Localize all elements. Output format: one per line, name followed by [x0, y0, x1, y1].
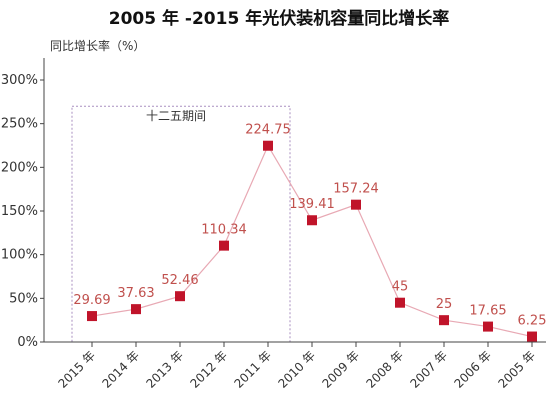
data-label: 25	[436, 297, 453, 312]
data-point	[131, 304, 141, 315]
y-tick-label: 300%	[1, 73, 38, 88]
x-tick-label: 2014 年	[99, 348, 142, 391]
x-tick-label: 2011 年	[231, 348, 274, 391]
y-tick-label: 250%	[1, 117, 38, 132]
data-point	[219, 240, 229, 251]
annotation-box	[71, 105, 291, 343]
data-point	[395, 297, 405, 308]
data-point	[483, 321, 493, 332]
series-line	[91, 144, 533, 338]
x-tick-label: 2013 年	[143, 348, 186, 391]
y-tick-label: 150%	[1, 204, 38, 219]
data-point	[87, 311, 97, 322]
data-label: 6.25	[518, 314, 547, 329]
y-axis-title: 同比增长率（%）	[50, 38, 145, 53]
data-label: 224.75	[245, 123, 291, 138]
data-point	[527, 331, 537, 342]
y-tick-label: 200%	[1, 160, 38, 175]
x-tick-label: 2010 年	[275, 348, 318, 391]
data-label: 139.41	[289, 197, 335, 212]
chart-title: 2005 年 -2015 年光伏装机容量同比增长率	[108, 9, 450, 29]
data-label: 52.46	[161, 273, 198, 288]
x-tick-label: 2009 年	[319, 348, 362, 391]
data-label: 37.63	[117, 286, 154, 301]
data-label: 29.69	[73, 293, 110, 308]
data-point	[263, 140, 273, 151]
data-label: 17.65	[469, 304, 506, 319]
data-point	[351, 199, 361, 210]
y-tick-label: 100%	[1, 248, 38, 263]
y-tick-label: 0%	[17, 335, 38, 350]
annotation-label: 十二五期间	[146, 109, 206, 123]
x-tick-label: 2007 年	[407, 348, 450, 391]
data-point	[175, 291, 185, 302]
data-label: 157.24	[333, 182, 379, 197]
x-tick-label: 2008 年	[363, 348, 406, 391]
x-tick-label: 2005 年	[495, 348, 538, 391]
x-tick-label: 2006 年	[451, 348, 494, 391]
data-label: 110.34	[201, 223, 247, 238]
x-tick-label: 2012 年	[187, 348, 230, 391]
data-point	[307, 215, 317, 226]
data-point	[439, 315, 449, 326]
x-tick-label: 2015 年	[55, 348, 98, 391]
data-label: 45	[392, 280, 409, 295]
y-tick-label: 50%	[9, 291, 38, 306]
